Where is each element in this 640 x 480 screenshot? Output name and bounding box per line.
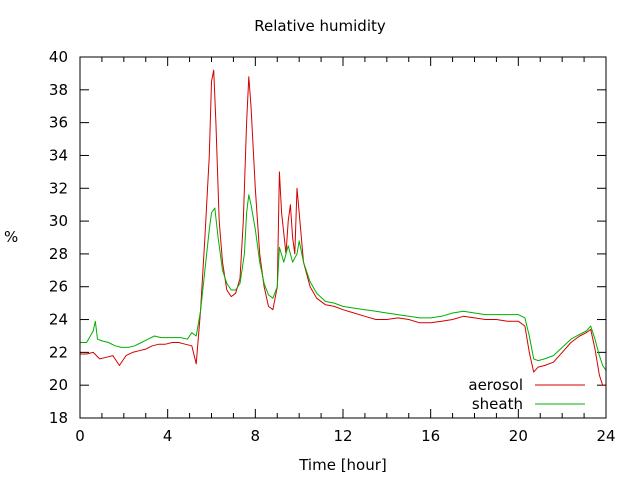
chart-title: Relative humidity [254, 17, 386, 35]
y-tick-label: 18 [49, 409, 68, 427]
y-tick-label: 20 [49, 376, 68, 394]
y-tick-label: 34 [49, 146, 68, 164]
x-tick-label: 12 [333, 427, 352, 445]
y-tick-label: 32 [49, 179, 68, 197]
y-tick-label: 26 [49, 278, 68, 296]
y-tick-label: 36 [49, 114, 68, 132]
y-tick-label: 38 [49, 81, 68, 99]
x-tick-label: 8 [251, 427, 261, 445]
x-tick-label: 20 [509, 427, 528, 445]
y-tick-label: 40 [49, 48, 68, 66]
y-tick-label: 28 [49, 245, 68, 263]
y-tick-label: 24 [49, 311, 68, 329]
y-tick-label: 22 [49, 343, 68, 361]
legend-label-sheath: sheath [472, 395, 523, 413]
x-tick-label: 0 [75, 427, 85, 445]
legend-label-aerosol: aerosol [468, 376, 523, 394]
axes: 18 20 22 24 26 28 30 32 34 36 38 40 0 4 8 12 16 20 24 [49, 48, 616, 445]
x-axis-label: Time [hour] [299, 456, 387, 474]
series-group [80, 69, 607, 386]
plot-frame [79, 56, 607, 419]
x-tick-label: 16 [421, 427, 440, 445]
x-tick-label: 4 [163, 427, 173, 445]
series-line-sheath [80, 194, 607, 371]
series-line-aerosol [80, 69, 606, 386]
y-tick-label: 30 [49, 212, 68, 230]
y-axis-label: % [4, 228, 19, 246]
x-tick-label: 24 [596, 427, 615, 445]
